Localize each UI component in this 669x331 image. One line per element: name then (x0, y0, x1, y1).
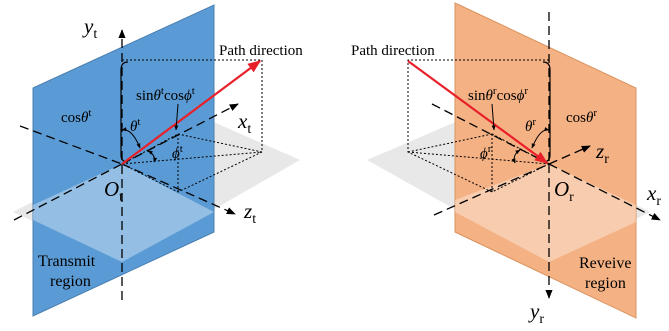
receive-region-label-1: Reveive (579, 255, 631, 272)
receive-cos-theta-label: cosθr (566, 107, 597, 126)
transmit-region-label-2: region (50, 273, 91, 290)
transmit-z-axis-back (19, 125, 123, 165)
receive-diagram: yr xr zr Or Path direction cosθr θr ϕr s… (351, 2, 661, 327)
receive-path-arrow (407, 60, 549, 164)
transmit-origin-label: Ot (104, 177, 123, 205)
transmit-y-label: yt (82, 14, 97, 42)
receive-z-axis-back (433, 163, 550, 216)
receive-z-label: zr (595, 139, 609, 167)
transmit-sin-cos-label: sinθtcosϕt (136, 85, 195, 104)
transmit-z-axis (121, 163, 236, 215)
transmit-x-axis-dash (13, 163, 123, 221)
receive-region-label-2: region (585, 275, 626, 292)
transmit-phi-arc (147, 150, 158, 163)
receive-path-direction-label: Path direction (351, 43, 435, 59)
receive-theta-arc (531, 127, 550, 149)
receive-x-axis (548, 163, 661, 221)
transmit-z-label: zt (243, 199, 256, 227)
receive-x-label: xr (646, 181, 661, 209)
receive-z-axis (548, 145, 591, 165)
transmit-cos-theta-label: cosθt (61, 107, 91, 126)
transmit-theta-label: θt (130, 116, 140, 135)
transmit-diagram: yt xt zt Ot Path direction cosθt θt ϕt s… (13, 4, 303, 317)
receive-phi-arc (511, 149, 521, 164)
transmit-phi-label: ϕt (172, 143, 183, 162)
receive-theta-label: θr (525, 116, 536, 135)
transmit-x-label: xt (237, 109, 251, 137)
transmit-theta-arc (121, 127, 141, 149)
receive-x-axis-back (431, 103, 550, 165)
receive-sin-cos-label: sinθrcosϕr (468, 85, 528, 104)
transmit-path-direction-label: Path direction (219, 43, 303, 59)
transmit-region-label-1: Transmit (38, 253, 96, 270)
receive-y-label: yr (528, 299, 544, 327)
receive-origin-label: Or (554, 177, 574, 205)
transmit-path-arrow (121, 60, 262, 165)
receive-phi-label: ϕr (480, 143, 492, 162)
